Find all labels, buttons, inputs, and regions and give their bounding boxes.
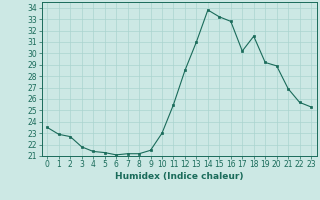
X-axis label: Humidex (Indice chaleur): Humidex (Indice chaleur) (115, 172, 244, 181)
